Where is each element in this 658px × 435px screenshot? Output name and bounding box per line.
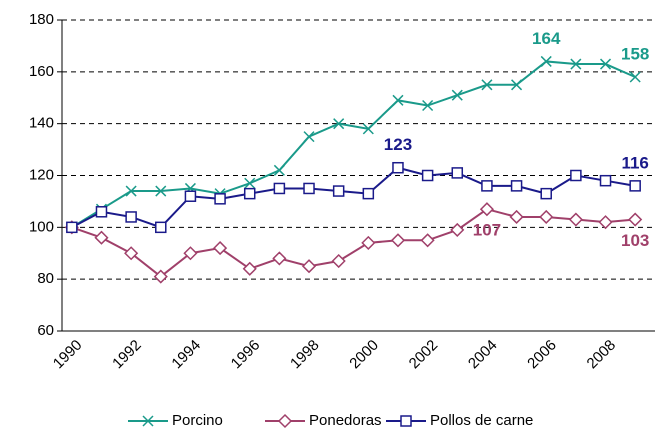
marker — [361, 235, 376, 250]
marker — [272, 251, 287, 266]
y-tick-label: 180 — [29, 11, 54, 28]
marker — [155, 221, 167, 234]
y-tick-label: 140 — [29, 115, 54, 132]
marker — [392, 161, 404, 174]
x-tick-label: 2002 — [406, 337, 442, 373]
y-tick-label: 100 — [29, 218, 54, 235]
marker — [273, 182, 286, 195]
x-tick-label: 2008 — [584, 337, 620, 373]
marker — [142, 415, 154, 427]
marker — [421, 169, 434, 182]
marker — [392, 94, 404, 106]
marker — [481, 180, 493, 192]
marker — [183, 246, 198, 261]
marker — [273, 164, 285, 176]
marker — [599, 174, 612, 187]
marker — [629, 71, 641, 83]
data-label: 107 — [473, 221, 501, 240]
marker — [362, 187, 375, 200]
marker — [598, 215, 613, 230]
marker — [362, 123, 374, 135]
marker — [511, 79, 523, 91]
marker — [451, 89, 463, 101]
marker — [540, 187, 552, 200]
marker — [540, 55, 552, 67]
y-tick-label: 80 — [37, 270, 54, 287]
y-tick-label: 160 — [29, 63, 54, 80]
marker — [509, 209, 524, 225]
marker — [599, 58, 612, 70]
marker — [155, 185, 167, 197]
marker — [420, 233, 435, 248]
marker — [570, 58, 582, 70]
marker — [153, 269, 168, 284]
marker — [125, 211, 137, 223]
marker — [568, 212, 583, 227]
marker — [628, 212, 643, 227]
marker — [390, 233, 406, 248]
x-tick-label: 1992 — [109, 337, 145, 373]
marker — [539, 209, 554, 225]
marker — [213, 241, 228, 256]
marker — [303, 131, 315, 143]
x-tick-label: 2006 — [524, 337, 560, 373]
data-label: 158 — [621, 45, 649, 64]
marker — [629, 180, 641, 192]
marker — [450, 222, 465, 237]
x-tick-label: 2004 — [465, 337, 501, 373]
marker — [277, 413, 293, 429]
marker — [451, 167, 464, 179]
marker — [125, 185, 137, 197]
marker — [301, 259, 317, 274]
marker — [332, 185, 345, 197]
series-line — [71, 60, 636, 229]
data-label: 123 — [384, 135, 412, 154]
y-tick-label: 60 — [37, 322, 54, 339]
marker — [184, 190, 197, 202]
marker — [242, 261, 257, 276]
marker — [243, 187, 256, 200]
x-tick-label: 2000 — [346, 337, 382, 373]
marker — [510, 180, 523, 192]
marker — [570, 169, 582, 182]
legend-label: Ponedoras — [309, 412, 382, 429]
x-tick-label: 1990 — [50, 337, 86, 373]
data-label: 103 — [621, 231, 649, 250]
marker — [124, 246, 139, 261]
marker — [95, 206, 108, 218]
marker — [214, 193, 226, 205]
data-label: 116 — [621, 153, 648, 172]
x-tick-label: 1996 — [228, 337, 264, 373]
y-tick-label: 120 — [29, 166, 54, 183]
marker — [244, 177, 256, 189]
marker — [481, 79, 493, 91]
legend-label: Pollos de carne — [430, 412, 533, 429]
marker — [400, 415, 412, 427]
x-tick-label: 1994 — [168, 337, 204, 373]
marker — [66, 221, 78, 234]
x-tick-label: 1998 — [287, 337, 323, 373]
marker — [94, 230, 109, 245]
legend-label: Porcino — [172, 412, 223, 429]
marker — [422, 99, 434, 112]
marker — [331, 253, 346, 269]
marker — [479, 202, 494, 217]
marker — [333, 118, 345, 130]
data-label: 164 — [532, 29, 561, 48]
marker — [303, 182, 315, 195]
